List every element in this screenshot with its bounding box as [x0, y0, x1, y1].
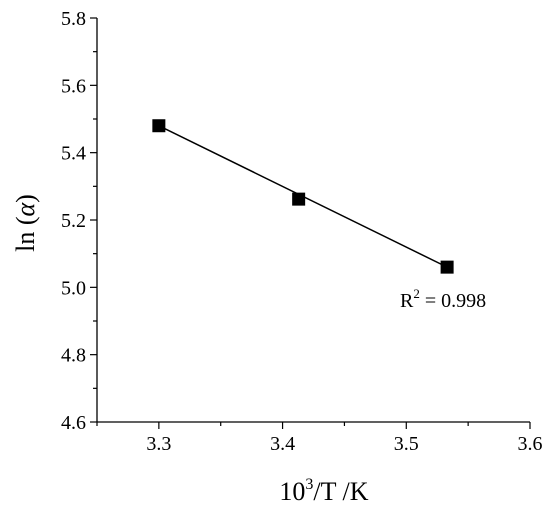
- y-tick-label: 5.8: [61, 8, 86, 30]
- y-axis-title-suffix: ): [11, 194, 40, 203]
- y-axis-title-symbol: α: [11, 201, 40, 216]
- y-tick-label: 4.8: [61, 345, 86, 367]
- x-axis-title-sup: 3: [305, 476, 313, 493]
- y-tick-label: 4.6: [61, 412, 86, 434]
- x-axis-title-base: 10: [279, 477, 305, 506]
- y-ticks: 4.6 4.8 5.0 5.2 5.4 5.6 5.8: [61, 8, 97, 434]
- x-axis-title: 103/T /K: [279, 476, 368, 506]
- r-squared-rest: = 0.998: [420, 290, 486, 312]
- x-tick-label: 3.5: [394, 433, 419, 455]
- y-tick-label: 5.0: [61, 277, 86, 299]
- r-squared-annotation: R2 = 0.998: [400, 286, 486, 312]
- y-tick-label: 5.4: [61, 143, 86, 165]
- axes: [96, 18, 530, 423]
- r-squared-base: R: [400, 290, 414, 312]
- x-tick-label: 3.4: [270, 433, 295, 455]
- x-axis-title-rest: /T /K: [313, 477, 368, 506]
- y-tick-label: 5.2: [61, 210, 86, 232]
- x-tick-label: 3.6: [518, 433, 543, 455]
- r-squared-sup: 2: [413, 286, 420, 301]
- x-ticks: 3.3 3.4 3.5 3.6: [96, 422, 543, 455]
- data-point: [152, 119, 166, 133]
- y-axis-title: ln (α): [11, 194, 40, 252]
- y-tick-label: 5.6: [61, 75, 86, 97]
- data-point: [292, 192, 306, 206]
- plot-area: [152, 119, 454, 274]
- x-tick-label: 3.3: [146, 433, 171, 455]
- data-point: [440, 260, 454, 274]
- y-axis-title-prefix: ln (: [11, 216, 40, 251]
